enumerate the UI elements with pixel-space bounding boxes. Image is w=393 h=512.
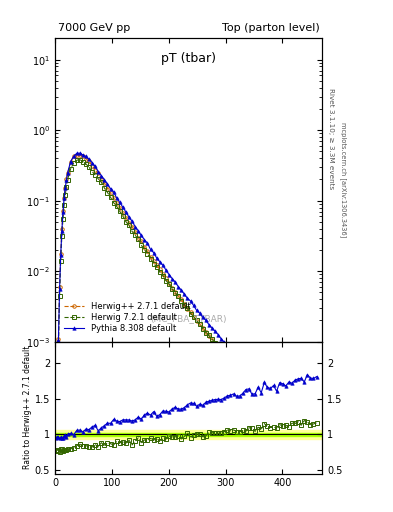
Herwig 7.2.1 default [77, 157, 82, 163]
Herwig 7.2.1 default [256, 387, 261, 393]
Herwig++ 2.7.1 default [259, 393, 264, 399]
Herwig++ 2.7.1 default [314, 449, 319, 455]
Pythia 8.308 default [262, 381, 267, 387]
Herwig++ 2.7.1 default [271, 407, 276, 413]
Pythia 8.308 default [314, 430, 319, 436]
Pythia 8.308 default [204, 317, 208, 324]
Text: 7000 GeV pp: 7000 GeV pp [58, 23, 130, 33]
Herwig++ 2.7.1 default [204, 329, 208, 335]
Line: Herwig 7.2.1 default: Herwig 7.2.1 default [54, 158, 318, 512]
Pythia 8.308 default [77, 150, 82, 156]
Pythia 8.308 default [256, 374, 261, 380]
Y-axis label: Ratio to Herwig++ 2.7.1 default: Ratio to Herwig++ 2.7.1 default [23, 346, 32, 470]
Text: mcplots.cern.ch [arXiv:1306.3436]: mcplots.cern.ch [arXiv:1306.3436] [340, 121, 347, 237]
Herwig++ 2.7.1 default [262, 398, 267, 404]
Text: pT (tbar): pT (tbar) [161, 52, 216, 65]
Herwig 7.2.1 default [262, 394, 267, 400]
Herwig 7.2.1 default [244, 375, 248, 381]
Line: Herwig++ 2.7.1 default: Herwig++ 2.7.1 default [54, 153, 318, 512]
Pythia 8.308 default [244, 361, 248, 368]
Line: Pythia 8.308 default: Pythia 8.308 default [54, 152, 318, 512]
Text: Top (parton level): Top (parton level) [222, 23, 320, 33]
Herwig 7.2.1 default [271, 403, 276, 410]
Herwig 7.2.1 default [204, 330, 208, 336]
Herwig 7.2.1 default [314, 444, 319, 450]
Herwig++ 2.7.1 default [77, 152, 82, 158]
Text: (MC_FBA_TTBAR): (MC_FBA_TTBAR) [151, 314, 227, 324]
Legend: Herwig++ 2.7.1 default, Herwig 7.2.1 default, Pythia 8.308 default: Herwig++ 2.7.1 default, Herwig 7.2.1 def… [62, 300, 192, 334]
Text: Rivet 3.1.10; ≥ 3.3M events: Rivet 3.1.10; ≥ 3.3M events [328, 88, 334, 189]
Herwig 7.2.1 default [259, 391, 264, 397]
Herwig++ 2.7.1 default [244, 376, 248, 382]
Pythia 8.308 default [271, 391, 276, 397]
Pythia 8.308 default [259, 378, 264, 385]
Herwig++ 2.7.1 default [256, 390, 261, 396]
